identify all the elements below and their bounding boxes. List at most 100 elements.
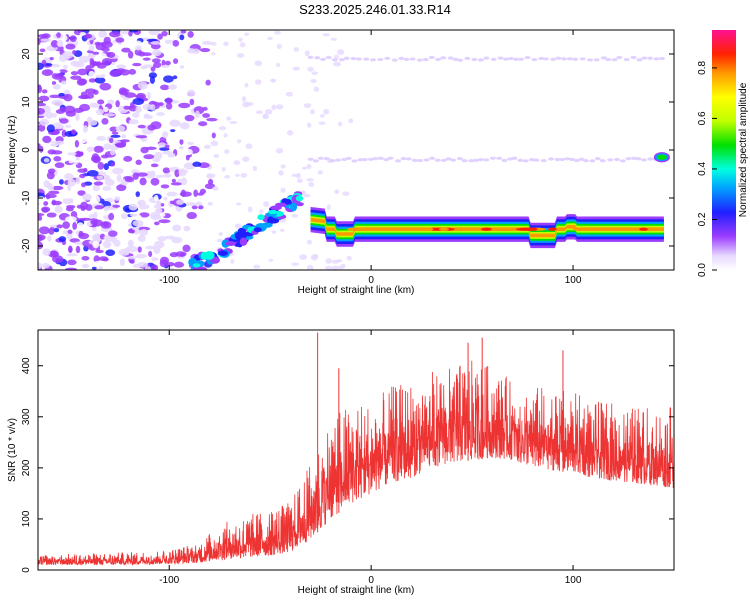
spectrogram-noise-point bbox=[198, 162, 210, 169]
spectrogram-rising-tone-point bbox=[257, 214, 265, 221]
spectrogram-noise-point bbox=[124, 177, 135, 183]
spectrogram-faint-point bbox=[238, 37, 243, 42]
spectrogram-faint-point bbox=[254, 60, 263, 67]
colorbar-tick-label: 0.8 bbox=[697, 61, 708, 75]
spectrogram-noise-point bbox=[205, 73, 212, 81]
spectrogram-noise-point bbox=[86, 169, 99, 177]
spectrogram-faint-point bbox=[216, 238, 224, 243]
spectrogram-noise-point bbox=[127, 50, 134, 59]
spectrogram-harmonic-point bbox=[573, 158, 580, 163]
spectrogram-noise-point bbox=[154, 208, 161, 214]
spectrogram-noise-point bbox=[178, 44, 188, 49]
spectrogram-noise-point bbox=[51, 72, 64, 80]
spectrogram-faint-point bbox=[318, 121, 326, 125]
spectrogram-noise-point bbox=[69, 238, 80, 243]
spectrogram-noise-point bbox=[175, 251, 187, 257]
spectrogram-faint-point bbox=[346, 255, 352, 261]
spectrogram-harmonic-point bbox=[391, 58, 398, 62]
spectrogram-noise-point bbox=[97, 52, 108, 60]
spectrogram-noise-point bbox=[191, 205, 198, 210]
spectrogram-noise-point bbox=[171, 178, 176, 183]
colorbar-label: Normalized spectral amplitude bbox=[738, 82, 749, 217]
spectrogram-noise-point bbox=[116, 184, 127, 192]
spectrogram-noise-point bbox=[81, 182, 86, 188]
spectrogram-noise-point bbox=[164, 60, 171, 66]
spectrogram-noise-point bbox=[51, 113, 57, 118]
spectrogram-noise-point bbox=[67, 152, 78, 156]
spectrogram-harmonic-point bbox=[522, 159, 529, 163]
spectrogram-harmonic-point bbox=[447, 56, 454, 60]
spectrogram-noise-point bbox=[108, 31, 121, 38]
spectrogram-noise-point bbox=[44, 194, 57, 199]
spectrogram-harmonic-point bbox=[635, 157, 642, 161]
spectrogram-noise-point bbox=[53, 228, 60, 233]
spectrogram-harmonic-point bbox=[471, 57, 478, 62]
spectrogram-faint-point bbox=[312, 254, 319, 259]
spectrogram-noise-point bbox=[123, 200, 131, 206]
spectrogram-noise-point bbox=[127, 255, 137, 260]
spectrogram-harmonic-point bbox=[554, 157, 561, 162]
spectrogram-noise-point bbox=[150, 163, 159, 168]
spectrogram-noise-point bbox=[154, 151, 163, 160]
spectrogram-noise-point bbox=[132, 62, 142, 67]
spectrogram-faint-point bbox=[210, 41, 217, 46]
spectrogram-x-tick-label: -100 bbox=[159, 275, 179, 286]
spectrogram-faint-point bbox=[307, 122, 312, 128]
spectrogram-harmonic-point bbox=[338, 58, 345, 62]
spectrogram-noise-point bbox=[75, 245, 81, 254]
spectrogram-noise-point bbox=[38, 124, 46, 132]
spectrogram-noise-point bbox=[52, 83, 61, 90]
spectrogram-noise-point bbox=[128, 119, 139, 125]
spectrogram-harmonic-point bbox=[540, 159, 547, 163]
spectrogram-faint-point bbox=[285, 91, 294, 97]
spectrogram-noise-point bbox=[81, 255, 90, 261]
spectrogram-faint-point bbox=[245, 102, 254, 107]
spectrogram-noise-point bbox=[143, 115, 153, 120]
spectrogram-rising-tone-point bbox=[225, 241, 237, 246]
spectrogram-harmonic-point bbox=[351, 159, 358, 163]
spectrogram-noise-point bbox=[112, 167, 124, 175]
spectrogram-noise-point bbox=[119, 69, 130, 76]
spectrogram-faint-point bbox=[334, 54, 339, 60]
spectrogram-noise-point bbox=[52, 122, 64, 130]
spectrogram-harmonic-point bbox=[314, 56, 321, 60]
spectrogram-noise-point bbox=[68, 245, 73, 254]
spectrogram-noise-point bbox=[78, 55, 90, 64]
spectrogram-noise-point bbox=[79, 173, 86, 179]
spectrogram-noise-point bbox=[135, 253, 148, 259]
spectrogram-noise-point bbox=[39, 118, 50, 126]
spectrogram-noise-point bbox=[96, 61, 101, 65]
spectrogram-noise-point bbox=[51, 150, 63, 155]
spectrogram-noise-point bbox=[145, 170, 156, 179]
spectrogram-noise-point bbox=[150, 177, 160, 186]
spectrogram-noise-point bbox=[157, 236, 167, 242]
spectrogram-noise-point bbox=[178, 102, 191, 109]
spectrogram-harmonic-point bbox=[345, 156, 352, 161]
spectrogram-noise-point bbox=[163, 196, 168, 201]
spectrogram-noise-point bbox=[134, 45, 142, 51]
spectrogram-noise-point bbox=[98, 266, 104, 270]
spectrogram-faint-point bbox=[337, 49, 345, 55]
spectrogram-y-tick-label: 0 bbox=[21, 147, 32, 153]
spectrogram-noise-point bbox=[150, 214, 162, 221]
spectrogram-noise-point bbox=[176, 199, 185, 205]
spectrogram-noise-point bbox=[78, 232, 90, 240]
spectrogram-harmonic-point bbox=[555, 56, 562, 60]
spectrogram-noise-point bbox=[80, 201, 89, 210]
spectrogram-noise-point bbox=[38, 213, 45, 217]
spectrogram-harmonic-point bbox=[605, 57, 612, 62]
spectrogram-faint-point bbox=[342, 191, 350, 196]
spectrogram-harmonic-point bbox=[307, 55, 314, 59]
spectrogram-faint-point bbox=[267, 36, 273, 41]
spectrogram-harmonic-point bbox=[578, 157, 585, 161]
spectrogram-noise-point bbox=[158, 142, 167, 149]
spectrogram-harmonic-point bbox=[511, 156, 518, 160]
spectrogram-noise-point bbox=[54, 205, 63, 214]
spectrogram-noise-point bbox=[69, 166, 77, 172]
spectrogram-faint-point bbox=[311, 71, 319, 75]
spectrogram-noise-point bbox=[199, 47, 211, 53]
spectrogram-harmonic-point bbox=[566, 57, 573, 61]
spectrogram-noise-point bbox=[178, 145, 184, 150]
spectrogram-noise-point bbox=[185, 202, 197, 206]
spectrogram-faint-point bbox=[317, 170, 323, 175]
